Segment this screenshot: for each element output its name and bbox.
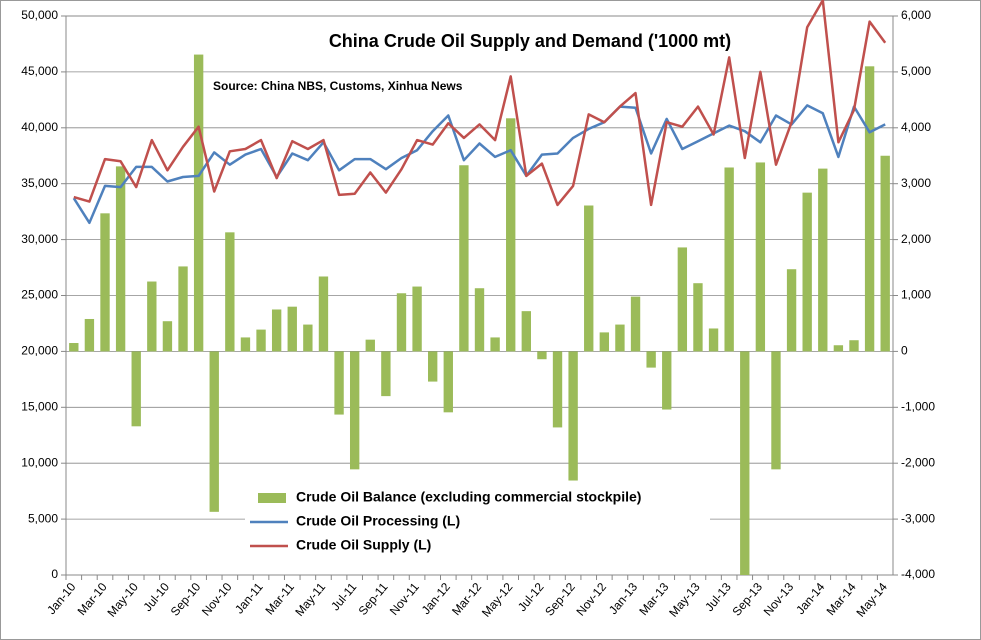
- bar: [412, 286, 422, 352]
- bar: [552, 351, 563, 428]
- bar: [864, 66, 875, 352]
- bar: [318, 276, 329, 352]
- y2-tick-label: 6,000: [901, 8, 931, 22]
- bar: [630, 296, 641, 352]
- bar: [334, 351, 344, 415]
- legend: Crude Oil Balance (excluding commercial …: [245, 482, 710, 562]
- y2-tick-label: 1,000: [901, 288, 931, 302]
- y-tick-label: 50,000: [21, 8, 58, 22]
- bar: [693, 283, 703, 352]
- bar: [646, 351, 656, 368]
- bar: [506, 118, 516, 352]
- bar: [740, 351, 750, 575]
- bar: [786, 269, 797, 352]
- bar: [755, 162, 766, 352]
- bar: [100, 213, 110, 352]
- legend-label: Crude Oil Balance (excluding commercial …: [296, 489, 641, 505]
- y-tick-label: 10,000: [21, 455, 58, 469]
- bar: [521, 311, 531, 352]
- bar: [115, 166, 126, 352]
- legend-label: Crude Oil Supply (L): [296, 537, 431, 553]
- bar: [349, 351, 360, 470]
- bar: [443, 351, 453, 413]
- y-tick-label: 20,000: [21, 344, 58, 358]
- bar: [662, 351, 672, 410]
- bar: [724, 167, 734, 352]
- bar: [240, 337, 251, 352]
- y-tick-label: 40,000: [21, 120, 58, 134]
- bar: [396, 293, 407, 352]
- y-tick-label: 25,000: [21, 288, 58, 302]
- y-tick-label: 5,000: [28, 511, 58, 525]
- bar: [225, 232, 235, 352]
- bar: [178, 266, 188, 352]
- plot-border: [65, 15, 894, 576]
- bar: [256, 329, 266, 352]
- bar: [84, 318, 95, 352]
- bar: [381, 351, 391, 397]
- bar: [147, 281, 157, 352]
- line: [73, 0, 887, 207]
- y2-tick-label: -4,000: [901, 567, 935, 581]
- bar: [677, 247, 688, 352]
- y2-tick-label: 2,000: [901, 232, 931, 246]
- bar: [193, 54, 204, 352]
- bar: [849, 340, 859, 352]
- y2-tick-label: 5,000: [901, 64, 931, 78]
- y2-tick-label: 3,000: [901, 176, 931, 190]
- y-tick-label: 30,000: [21, 232, 58, 246]
- y2-tick-label: -3,000: [901, 511, 935, 525]
- bar: [568, 351, 578, 481]
- bar: [209, 351, 219, 512]
- bar: [365, 339, 375, 352]
- bar: [880, 155, 890, 352]
- bar: [303, 324, 313, 352]
- y2-tick-label: -1,000: [901, 399, 935, 413]
- bar: [708, 328, 719, 352]
- bar: [428, 351, 438, 382]
- y-tick-label: 0: [51, 567, 58, 581]
- bar: [771, 351, 781, 470]
- bar: [459, 165, 469, 352]
- y-tick-label: 45,000: [21, 64, 58, 78]
- y2-tick-label: -2,000: [901, 455, 935, 469]
- bar: [818, 168, 828, 352]
- bar: [271, 309, 282, 352]
- bar: [162, 321, 173, 352]
- bar: [69, 343, 79, 352]
- y2-tick-label: 4,000: [901, 120, 931, 134]
- bar: [131, 351, 141, 427]
- bar: [599, 332, 610, 352]
- y-tick-label: 15,000: [21, 399, 58, 413]
- legend-swatch: [258, 493, 286, 503]
- bar: [833, 345, 844, 352]
- y-tick-label: 35,000: [21, 176, 58, 190]
- chart-title: China Crude Oil Supply and Demand ('1000…: [329, 31, 731, 51]
- bar: [474, 288, 485, 352]
- bar: [615, 324, 625, 352]
- legend-label: Crude Oil Processing (L): [296, 513, 460, 529]
- legend-box: [245, 482, 710, 562]
- bar: [490, 337, 500, 352]
- bar: [287, 306, 297, 352]
- annotation: Source: China NBS, Customs, Xinhua News: [213, 79, 463, 93]
- bar: [802, 192, 812, 352]
- y2-tick-label: 0: [901, 344, 908, 358]
- bar: [584, 205, 594, 352]
- bar: [537, 351, 547, 360]
